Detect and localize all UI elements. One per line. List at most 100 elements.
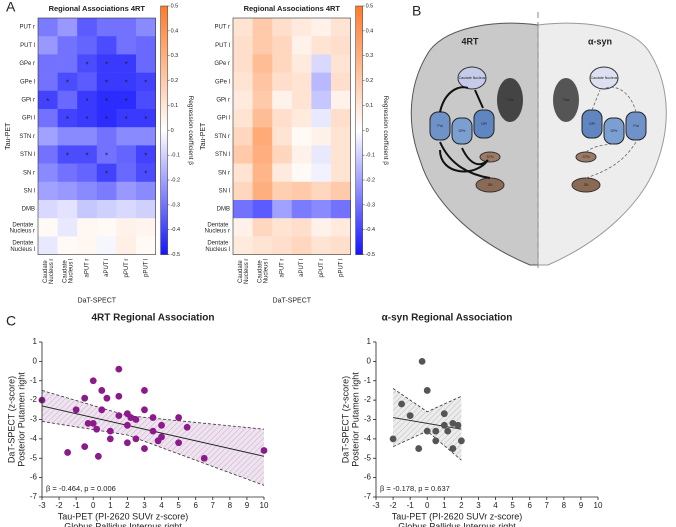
diagram: 4RT α-syn Caudate Nucleus Put GPe GPi ST… — [410, 12, 667, 272]
y-tick-label: STN l — [20, 152, 35, 158]
x-tick-label: 8 — [562, 501, 567, 510]
point — [154, 437, 162, 445]
heatmap-cell — [57, 90, 78, 110]
x-tick-label: 5 — [176, 501, 181, 510]
heatmap-cell — [136, 218, 156, 237]
point — [127, 414, 135, 421]
x-tick-label: pPUT l — [143, 259, 149, 277]
significance-marker: * — [105, 151, 108, 160]
heatmap-cell — [57, 127, 78, 146]
x-axis-label: Globus Pallidus Internus right — [64, 521, 182, 527]
structure-label: Thal — [563, 98, 570, 102]
y-tick-label: GPi r — [216, 97, 230, 103]
heatmap-cell — [116, 54, 137, 73]
heatmap-cell — [311, 181, 332, 201]
significance-marker: * — [144, 115, 147, 124]
point — [81, 443, 89, 451]
heatmap-cell — [77, 109, 98, 128]
significance-marker: * — [66, 79, 69, 88]
point — [132, 416, 140, 423]
heatmap-cell — [252, 109, 273, 128]
x-tick-label: 0 — [425, 501, 430, 510]
x-tick-label: 2 — [125, 501, 130, 510]
heatmap-cell — [291, 200, 312, 219]
heatmap-cell — [136, 200, 156, 219]
heatmap-cell — [331, 218, 351, 237]
heatmap-cell — [252, 163, 273, 183]
heatmap-cell — [38, 18, 58, 37]
heatmap-cell — [57, 36, 78, 55]
heatmap-cell — [272, 181, 293, 201]
heatmap-cell — [331, 127, 351, 146]
colorbar-tick-label: -0.5 — [171, 252, 180, 258]
colorbar-tick-label: 0.3 — [366, 53, 374, 59]
colorbar — [355, 5, 363, 255]
heatmap-cell — [57, 218, 78, 237]
y-tick-label: 0 — [367, 356, 372, 365]
significance-marker: * — [144, 151, 147, 160]
point — [98, 406, 106, 414]
heatmap-cell — [136, 54, 156, 73]
structure-label: Caudate Nucleus — [459, 76, 486, 80]
heatmap-cell — [331, 109, 351, 128]
y-tick-label: -4 — [30, 434, 38, 443]
colorbar-label: Regression coefficient β — [187, 96, 194, 166]
structure-label: GPe — [458, 129, 465, 133]
heatmap-cell — [311, 109, 332, 128]
y-tick-label: Dentate Nucleus l — [205, 240, 230, 252]
point — [449, 445, 457, 452]
y-tick-label: -7 — [364, 492, 372, 501]
colorbar-tick-label: -0.2 — [366, 177, 375, 183]
heatmap-cell — [96, 236, 117, 255]
chart-title: α-syn Regional Association — [382, 313, 513, 324]
heatmap-cell — [38, 36, 58, 55]
heatmap-cell — [116, 163, 137, 183]
significance-marker: * — [144, 79, 147, 88]
heatmap-cell — [252, 18, 273, 37]
connections — [585, 86, 637, 179]
x-axis-label: DaT-SPECT — [78, 297, 117, 304]
heatmap-cell — [96, 90, 117, 110]
y-axis-label: Tau-PET — [5, 122, 12, 150]
heatmap-cell — [116, 200, 137, 219]
heatmap-cell — [57, 200, 78, 219]
x-tick-label: 5 — [510, 501, 515, 510]
structure-label: GPi — [589, 122, 595, 126]
heatmap-cell — [272, 127, 293, 146]
heatmap-cell — [116, 145, 137, 164]
significance-marker: * — [46, 97, 49, 106]
thal — [553, 78, 579, 122]
stn — [479, 151, 501, 163]
structure-label: GPe — [610, 129, 617, 133]
heatmap-cell — [233, 218, 253, 237]
heatmap-cell — [291, 72, 312, 92]
heatmap-cell — [233, 54, 253, 73]
connections — [439, 86, 491, 179]
y-tick-label: -2 — [30, 395, 38, 404]
colorbar-label: Regression coefficient β — [382, 96, 389, 166]
y-tick-label: PUT l — [20, 43, 35, 49]
colorbar-tick-label: -0.4 — [171, 227, 180, 233]
point — [415, 445, 423, 452]
heatmap-cell — [136, 181, 156, 201]
point — [81, 394, 89, 402]
heatmap-cell — [57, 163, 78, 183]
significance-marker: * — [66, 151, 69, 160]
heatmap-cell — [38, 109, 58, 128]
point — [389, 435, 397, 443]
heatmap-cell — [331, 181, 351, 201]
significance-marker: * — [144, 170, 147, 179]
heatmap-cell — [38, 90, 58, 110]
significance-marker: * — [105, 79, 108, 88]
heatmap-cell — [96, 36, 117, 55]
heatmap-cell — [252, 181, 273, 201]
y-tick-label: Dentate Nucleus r — [10, 222, 35, 234]
colorbar-tick-label: 0.2 — [171, 78, 179, 84]
confidence-band-hatch — [42, 390, 264, 486]
heatmap-cell — [311, 163, 332, 183]
thal — [497, 78, 523, 122]
colorbar-tick-label: 0 — [366, 128, 369, 134]
point — [432, 427, 440, 435]
